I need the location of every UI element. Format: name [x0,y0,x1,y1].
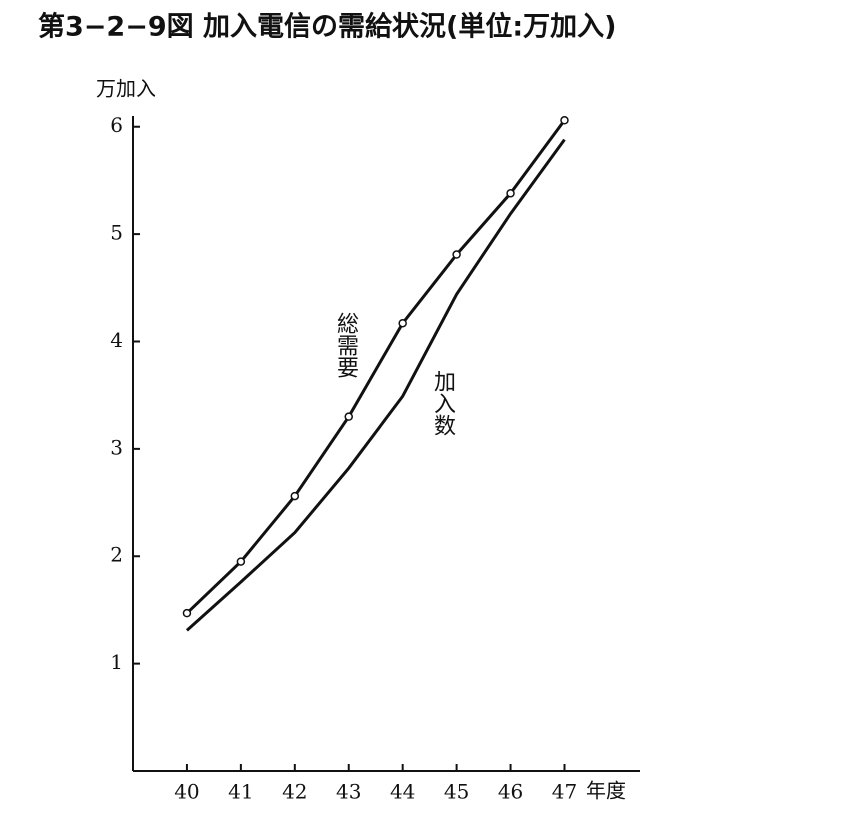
x-tick-label: 47 [552,780,577,804]
y-tick-label: 3 [110,435,123,459]
x-axis-label: 年度 [586,779,626,803]
x-tick-label: 43 [336,780,361,804]
y-tick-label: 1 [110,650,123,674]
x-tick-label: 44 [390,780,415,804]
y-tick-label: 4 [110,328,123,352]
data-point [506,189,515,198]
x-tick-label: 46 [498,780,523,804]
data-point [236,557,246,566]
x-tick-label: 42 [282,780,307,804]
x-tick-label: 45 [444,780,469,804]
x-tick-label: 41 [228,780,253,804]
y-axis-label: 万加入 [96,77,156,101]
x-tick-label: 40 [174,780,199,804]
data-point [452,250,461,259]
y-tick-label: 2 [110,543,123,567]
data-point [182,608,192,618]
series-label: 総需要 [333,312,359,378]
chart-title: 第3−2−9図 加入電信の需給状況(単位:万加入) [38,11,616,43]
data-point [560,116,569,125]
series-label: 加入数 [430,370,456,436]
data-point [290,491,300,501]
y-tick-label: 6 [110,113,123,137]
data-line [185,119,566,615]
data-point [344,412,353,421]
data-line [185,138,566,632]
data-point [398,318,407,328]
y-tick-label: 5 [110,221,123,245]
